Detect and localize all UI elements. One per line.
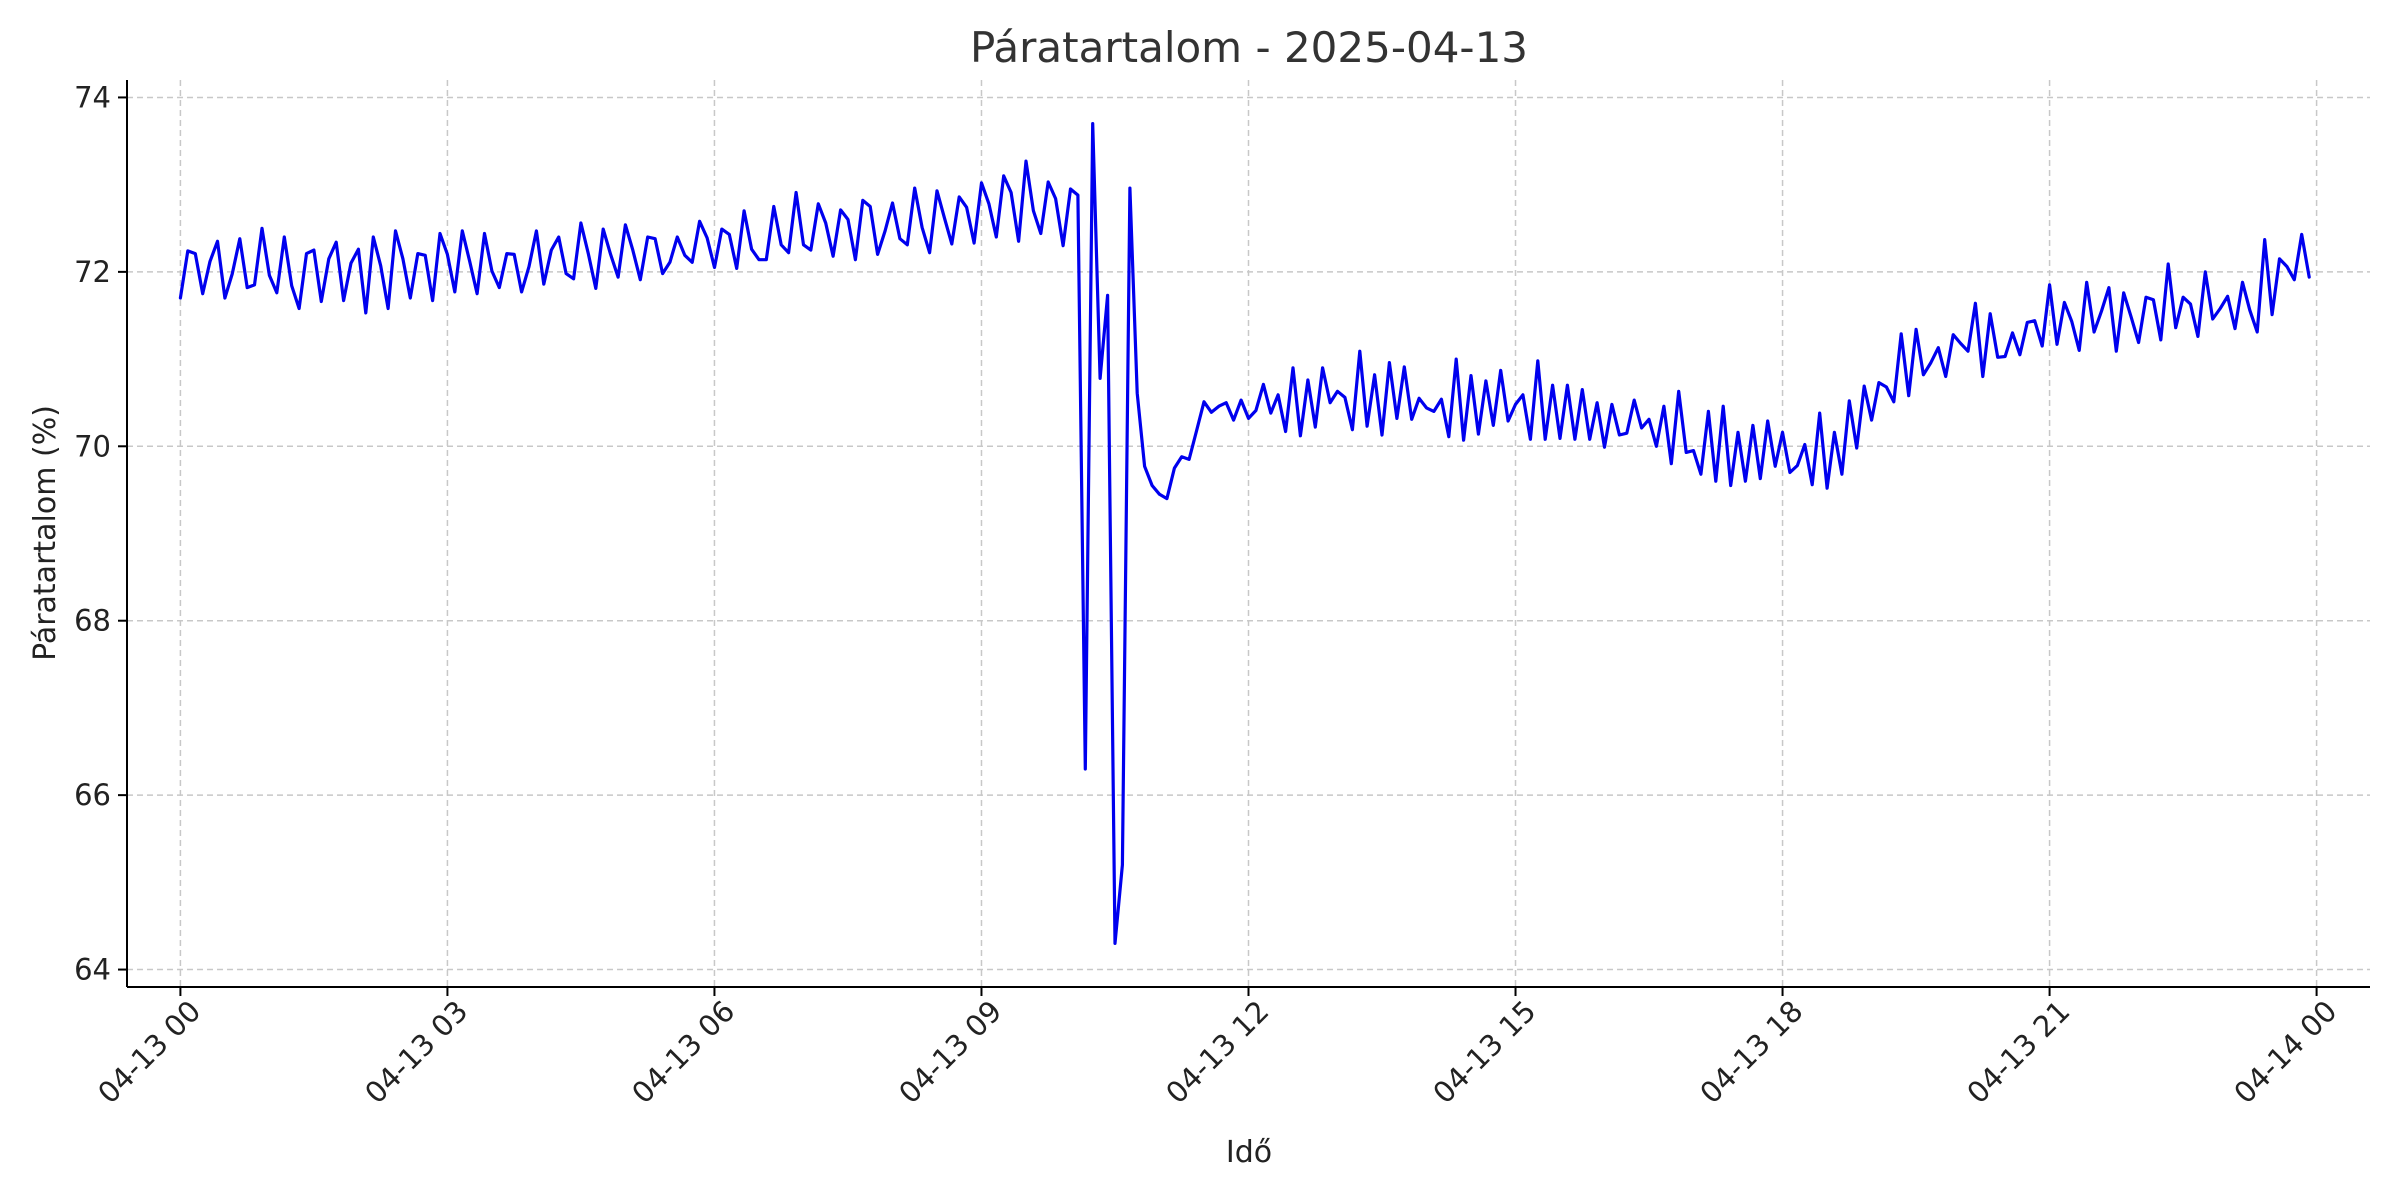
- y-tick-label: 64: [74, 953, 111, 987]
- y-tick-label: 70: [74, 429, 111, 463]
- y-axis-label: Páratartalom (%): [28, 405, 63, 661]
- chart-title: Páratartalom - 2025-04-13: [970, 23, 1528, 72]
- humidity-series-line: [178, 121, 2311, 946]
- grid: [127, 80, 2370, 987]
- y-tick-label: 66: [74, 778, 111, 812]
- y-tick-label: 74: [74, 80, 111, 114]
- y-axis-ticks: 64 66 68 70 72 74: [74, 80, 127, 987]
- x-axis-label: Idő: [1226, 1135, 1272, 1170]
- y-tick-label: 68: [74, 604, 111, 638]
- y-tick-label: 72: [74, 255, 111, 289]
